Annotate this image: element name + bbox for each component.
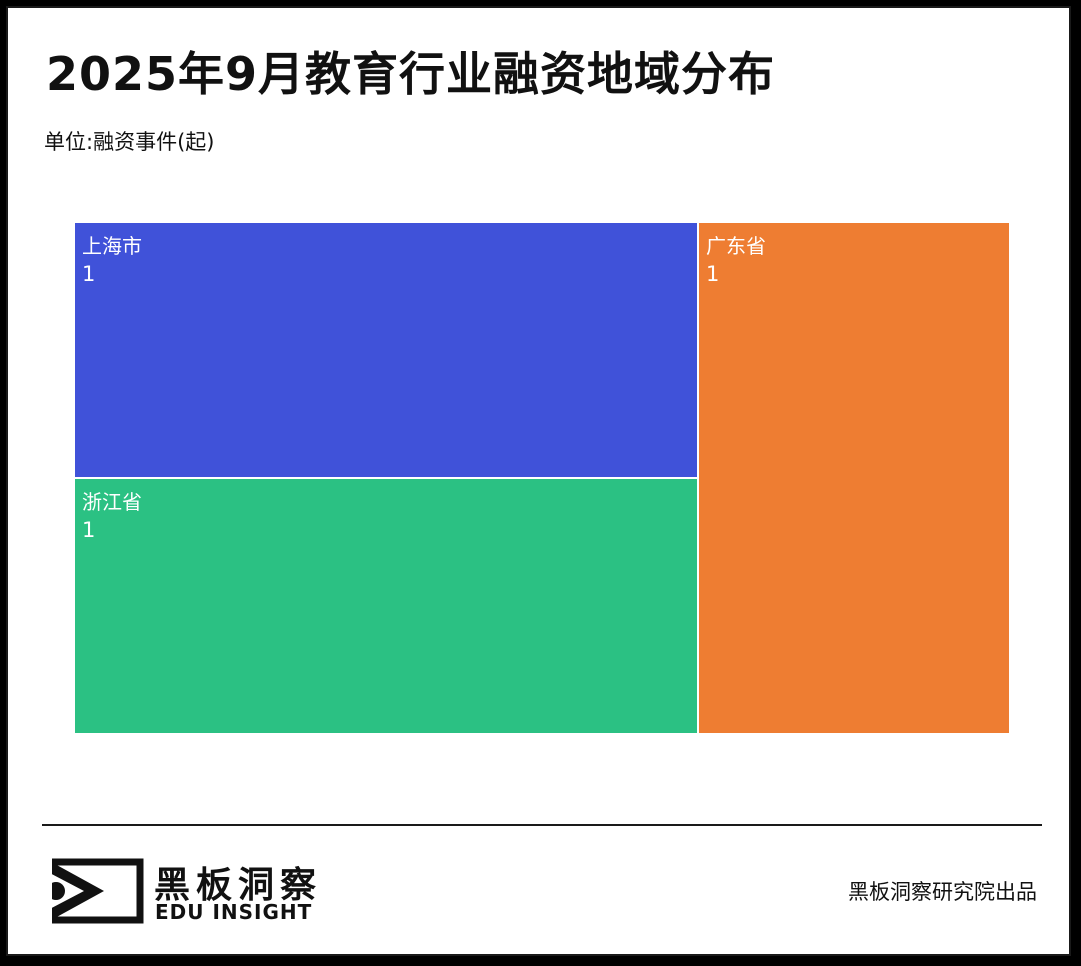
treemap-cell: 广东省 1 — [699, 223, 1009, 733]
treemap-cell: 浙江省 1 — [75, 479, 697, 733]
treemap-value-label: 1 — [82, 262, 95, 286]
treemap-cell: 上海市 1 — [75, 223, 697, 477]
footer-credit: 黑板洞察研究院出品 — [848, 880, 1037, 904]
treemap-rect — [699, 223, 1009, 733]
treemap-value-label: 1 — [706, 262, 719, 286]
page-title: 2025年9月教育行业融资地域分布 — [46, 47, 776, 101]
eye-logo-icon — [44, 858, 144, 924]
treemap-rect — [75, 479, 697, 733]
chart-card: 2025年9月教育行业融资地域分布 单位:融资事件(起) 上海市 1 浙江省 1 广东省… — [6, 6, 1071, 956]
treemap-svg: 上海市 1 浙江省 1 广东省 1 — [75, 223, 1009, 733]
footer-divider — [42, 824, 1042, 826]
unit-subtitle: 单位:融资事件(起) — [44, 130, 215, 154]
treemap-rect — [75, 223, 697, 477]
brand-name-en: EDU INSIGHT — [155, 900, 313, 924]
treemap-label: 上海市 — [82, 234, 142, 258]
treemap-label: 浙江省 — [82, 490, 142, 514]
treemap-label: 广东省 — [706, 234, 766, 258]
brand-name-cn: 黑板洞察 — [154, 865, 323, 906]
treemap-chart: 上海市 1 浙江省 1 广东省 1 — [74, 222, 1010, 734]
treemap-value-label: 1 — [82, 518, 95, 542]
